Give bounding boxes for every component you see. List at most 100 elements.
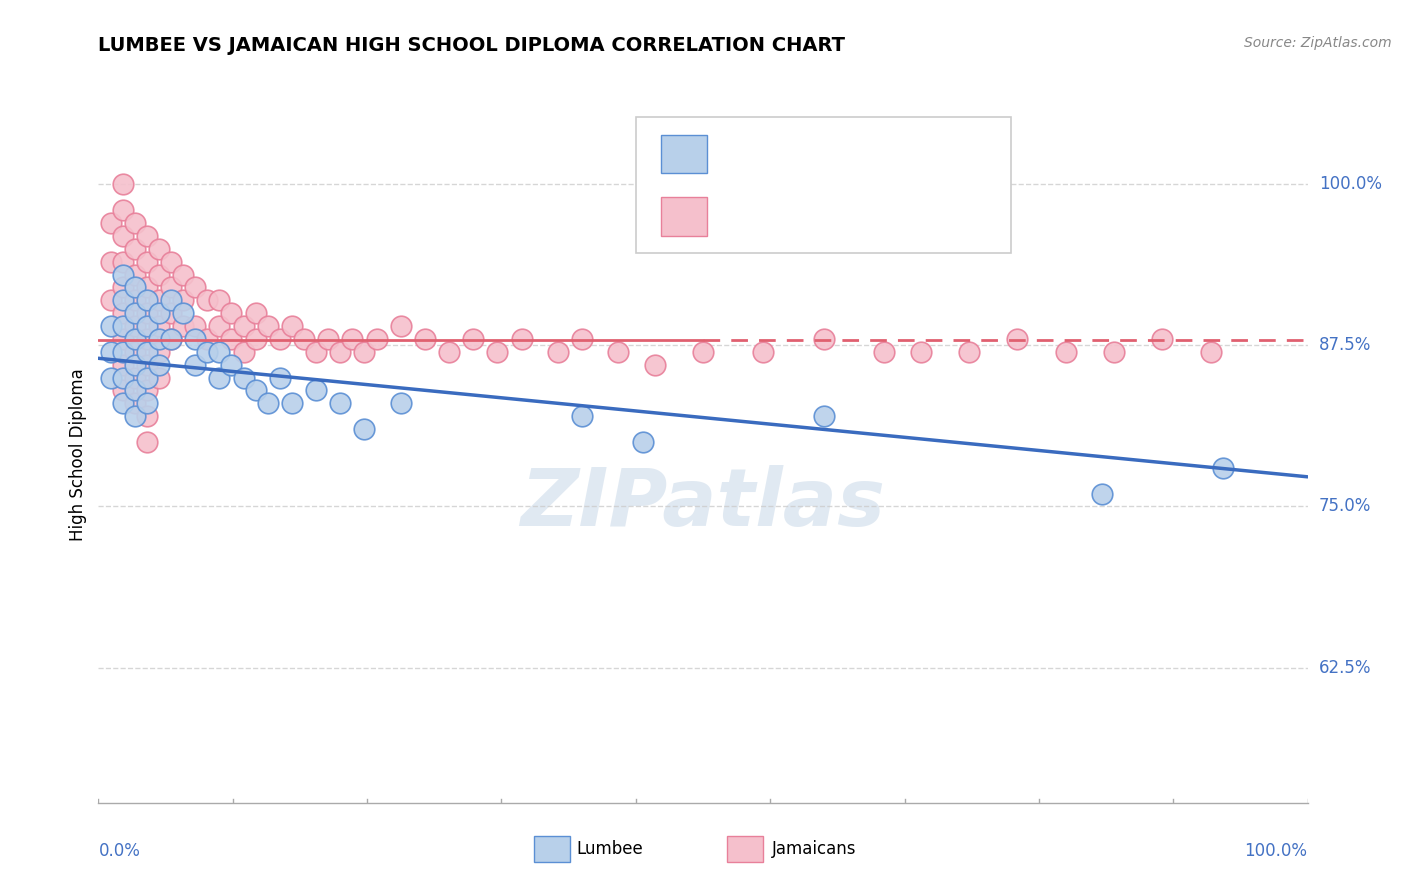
Point xyxy=(631,435,654,450)
Point xyxy=(111,306,134,320)
Point xyxy=(305,384,328,398)
Point xyxy=(256,396,278,410)
Point xyxy=(160,293,183,308)
Point xyxy=(124,344,146,359)
Point xyxy=(281,319,304,334)
Point xyxy=(353,344,375,359)
Text: Source: ZipAtlas.com: Source: ZipAtlas.com xyxy=(1244,36,1392,50)
Point xyxy=(135,344,157,359)
Point xyxy=(353,422,375,436)
Point xyxy=(135,396,157,410)
Point xyxy=(232,344,254,359)
Point xyxy=(124,293,146,308)
Y-axis label: High School Diploma: High School Diploma xyxy=(69,368,87,541)
Point xyxy=(148,306,170,320)
Point xyxy=(135,254,157,268)
Point xyxy=(148,370,170,384)
Point xyxy=(281,396,304,410)
Point xyxy=(329,344,352,359)
Point xyxy=(100,370,122,384)
Point xyxy=(135,384,157,398)
Point xyxy=(366,332,388,346)
Point xyxy=(111,370,134,384)
Point xyxy=(486,344,509,359)
Point xyxy=(135,319,157,334)
Point xyxy=(172,319,194,334)
Text: Jamaicans: Jamaicans xyxy=(772,839,856,858)
Point xyxy=(111,254,134,268)
Point xyxy=(124,332,146,346)
Point xyxy=(111,268,134,282)
Point xyxy=(160,280,183,294)
Text: 100.0%: 100.0% xyxy=(1319,176,1382,194)
Point xyxy=(100,319,122,334)
Point xyxy=(437,344,460,359)
Point xyxy=(124,216,146,230)
Point xyxy=(813,332,835,346)
Point xyxy=(135,332,157,346)
Point xyxy=(148,242,170,256)
Point xyxy=(124,396,146,410)
Point xyxy=(111,332,134,346)
Point xyxy=(389,396,412,410)
Bar xyxy=(661,135,707,173)
Point xyxy=(232,319,254,334)
Point xyxy=(208,293,231,308)
Point xyxy=(1054,344,1077,359)
Point xyxy=(111,384,134,398)
Point xyxy=(184,332,207,346)
Point xyxy=(547,344,569,359)
Point xyxy=(607,344,630,359)
Text: 100.0%: 100.0% xyxy=(1244,842,1308,860)
Point xyxy=(124,280,146,294)
Point xyxy=(208,370,231,384)
Point xyxy=(111,280,134,294)
Point xyxy=(124,319,146,334)
Point xyxy=(571,332,593,346)
Point xyxy=(305,344,328,359)
Point xyxy=(111,228,134,243)
Point xyxy=(245,306,267,320)
Point xyxy=(135,306,157,320)
Point xyxy=(184,358,207,372)
Point xyxy=(135,358,157,372)
Point xyxy=(957,344,980,359)
Point xyxy=(195,293,218,308)
Point xyxy=(172,293,194,308)
Point xyxy=(316,332,339,346)
Point xyxy=(245,332,267,346)
Point xyxy=(135,228,157,243)
Point xyxy=(111,319,134,334)
Point xyxy=(1152,332,1174,346)
Point xyxy=(124,358,146,372)
Point xyxy=(389,319,412,334)
Text: Lumbee: Lumbee xyxy=(576,839,643,858)
Point xyxy=(111,358,134,372)
Point xyxy=(111,178,134,192)
Point xyxy=(148,358,170,372)
Point xyxy=(221,332,243,346)
Text: 75.0%: 75.0% xyxy=(1319,498,1371,516)
Point xyxy=(124,242,146,256)
Point xyxy=(148,332,170,346)
Point xyxy=(1102,344,1125,359)
Point xyxy=(135,280,157,294)
Point xyxy=(463,332,485,346)
Point xyxy=(135,409,157,424)
Point xyxy=(124,409,146,424)
Point xyxy=(221,306,243,320)
Point xyxy=(160,332,183,346)
Point xyxy=(100,293,122,308)
Point xyxy=(124,384,146,398)
Point xyxy=(644,358,666,372)
Bar xyxy=(661,197,707,235)
Point xyxy=(124,370,146,384)
Point xyxy=(256,319,278,334)
Point xyxy=(692,344,714,359)
Point xyxy=(195,344,218,359)
Point xyxy=(752,344,775,359)
Point xyxy=(571,409,593,424)
Point xyxy=(111,203,134,218)
Text: 0.0%: 0.0% xyxy=(98,842,141,860)
Point xyxy=(148,293,170,308)
